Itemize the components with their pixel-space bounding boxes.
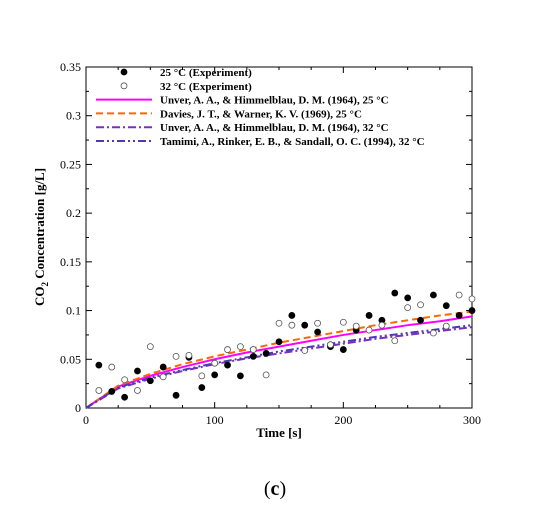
- caption-prefix: (: [264, 478, 271, 500]
- legend-label: 32 °C (Experiment): [160, 81, 252, 93]
- caption-suffix: ): [279, 478, 286, 500]
- point-32c: [455, 291, 463, 299]
- y-tick-label: 0.3: [66, 109, 81, 123]
- point-32c: [262, 371, 270, 379]
- point-25c: [404, 294, 412, 302]
- point-25c: [301, 321, 309, 329]
- point-32c: [172, 352, 180, 360]
- point-25c: [236, 372, 244, 380]
- point-32c: [121, 376, 128, 384]
- point-32c: [134, 387, 141, 394]
- y-axis-title-main: CO: [32, 287, 47, 307]
- point-32c: [146, 343, 154, 351]
- legend-marker: [120, 68, 128, 76]
- point-25c: [121, 393, 128, 401]
- x-axis-ticks: 0 100 200 300: [83, 67, 481, 427]
- y-tick-label: 0.2: [66, 206, 81, 220]
- figure-caption: (c): [264, 478, 286, 500]
- point-25c: [314, 328, 322, 336]
- model-line-1: [85, 315, 473, 409]
- point-32c: [468, 295, 476, 303]
- y-axis-title: CO2 Concentration [g/L]: [32, 168, 50, 306]
- legend-marker: [120, 82, 128, 90]
- y-tick-label: 0.25: [60, 157, 81, 171]
- point-25c: [339, 346, 347, 353]
- point-25c: [262, 350, 270, 357]
- legend: 25 °C (Experiment) 32 °C (Experiment) Unve…: [96, 67, 425, 148]
- point-25c: [429, 291, 437, 299]
- point-25c: [391, 289, 399, 297]
- point-32c: [404, 304, 412, 312]
- y-tick-label: 0: [75, 401, 81, 415]
- y-axis-title-rest: Concentration [g/L]: [32, 168, 47, 282]
- point-32c: [301, 347, 309, 354]
- point-32c: [339, 318, 347, 326]
- legend-label: Davies, J. T., & Warner, K. V. (1969), 2…: [160, 108, 362, 120]
- y-axis-title-sub: 2: [40, 282, 50, 287]
- point-32c: [314, 319, 322, 327]
- point-25c: [134, 367, 141, 375]
- experiment-points: [95, 289, 476, 401]
- model-line-2: [85, 310, 473, 409]
- point-32c: [185, 351, 193, 359]
- legend-label: 25 °C (Experiment): [160, 67, 252, 79]
- point-25c: [159, 363, 167, 371]
- point-32c: [108, 363, 116, 371]
- point-32c: [365, 326, 373, 334]
- point-32c: [236, 343, 244, 351]
- point-25c: [95, 361, 103, 369]
- point-25c: [146, 377, 154, 385]
- model-line-4: [85, 324, 473, 409]
- point-25c: [198, 384, 206, 391]
- y-tick-label: 0.35: [60, 60, 81, 74]
- point-25c: [108, 388, 116, 395]
- x-tick-label: 0: [83, 413, 89, 427]
- x-tick-label: 200: [334, 413, 352, 427]
- point-32c: [249, 346, 257, 353]
- y-tick-label: 0.1: [66, 304, 81, 318]
- point-32c: [378, 321, 386, 329]
- point-32c: [288, 321, 296, 329]
- legend-label: Unver, A. A., & Himmelblau, D. M. (1964)…: [160, 95, 389, 107]
- point-32c: [275, 319, 283, 327]
- point-25c: [211, 371, 219, 379]
- point-32c: [429, 329, 437, 337]
- point-32c: [211, 359, 219, 367]
- y-tick-label: 0.05: [60, 352, 81, 366]
- point-25c: [172, 391, 180, 399]
- point-25c: [365, 312, 373, 319]
- point-25c: [442, 302, 450, 310]
- point-25c: [249, 352, 257, 360]
- point-32c: [95, 387, 103, 394]
- legend-label: Tamimi, A., Rinker, E. B., & Sandall, O.…: [160, 136, 425, 148]
- point-25c: [275, 338, 283, 346]
- point-32c: [159, 373, 167, 381]
- point-25c: [468, 307, 476, 314]
- x-tick-label: 100: [206, 413, 224, 427]
- point-32c: [391, 337, 399, 345]
- x-tick-label: 300: [463, 413, 481, 427]
- point-32c: [352, 322, 360, 330]
- x-axis-title: Time [s]: [256, 425, 302, 440]
- point-25c: [224, 361, 231, 369]
- point-32c: [417, 301, 424, 309]
- point-25c: [417, 316, 424, 324]
- point-25c: [288, 312, 296, 319]
- point-32c: [198, 372, 206, 380]
- point-32c: [442, 322, 450, 330]
- point-32c: [327, 341, 334, 349]
- y-tick-label: 0.15: [60, 255, 81, 269]
- point-32c: [224, 346, 231, 353]
- caption-letter: c: [271, 478, 280, 500]
- point-25c: [455, 312, 463, 319]
- legend-label: Unver, A. A., & Himmelblau, D. M. (1964)…: [160, 122, 389, 134]
